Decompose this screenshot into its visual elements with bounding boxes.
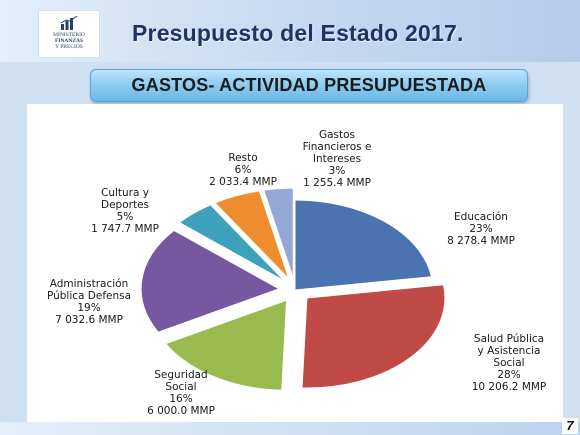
chart-panel: Educación 23% 8 278.4 MMP Salud Pública y As… <box>27 104 563 422</box>
page-title: Presupuesto del Estado 2017. <box>132 20 464 46</box>
pie-slice-0 <box>294 199 433 291</box>
pie-slice-3 <box>140 229 281 333</box>
pie-slice-5 <box>214 190 290 280</box>
page-number: 7 <box>562 418 578 434</box>
slice-label-2: Seguridad Social 16% 6 000.0 MMP <box>147 369 215 417</box>
pie-slice-2 <box>164 299 288 391</box>
slice-label-0: Educación 23% 8 278.4 MMP <box>447 211 515 247</box>
logo-bars-icon <box>60 16 78 30</box>
subtitle-text: GASTOS- ACTIVIDAD PRESUPUESTADA <box>131 75 487 95</box>
pie-chart: Educación 23% 8 278.4 MMP Salud Pública y As… <box>47 129 547 417</box>
ministry-logo: MINISTERIO FINANZAS Y PRECIOS <box>38 10 100 58</box>
logo-text: MINISTERIO FINANZAS Y PRECIOS <box>53 32 85 50</box>
footer-band <box>0 422 580 435</box>
pie-slice-4 <box>178 204 285 282</box>
slice-label-4: Cultura y Deportes 5% 1 747.7 MMP <box>91 187 159 235</box>
pie-slice-6 <box>263 187 294 279</box>
pie-slice-1 <box>301 284 446 389</box>
slice-label-3: Administración Pública Defensa 19% 7 032.6 … <box>47 278 131 326</box>
slice-label-1: Salud Pública y Asistencia Social 28% 10 206… <box>472 333 547 393</box>
subtitle-banner: GASTOS- ACTIVIDAD PRESUPUESTADA <box>90 69 528 102</box>
slice-label-6: Gastos Financieros e Intereses 3% 1 255.4 MM… <box>303 129 372 189</box>
slice-label-5: Resto 6% 2 033.4 MMP <box>209 152 277 188</box>
